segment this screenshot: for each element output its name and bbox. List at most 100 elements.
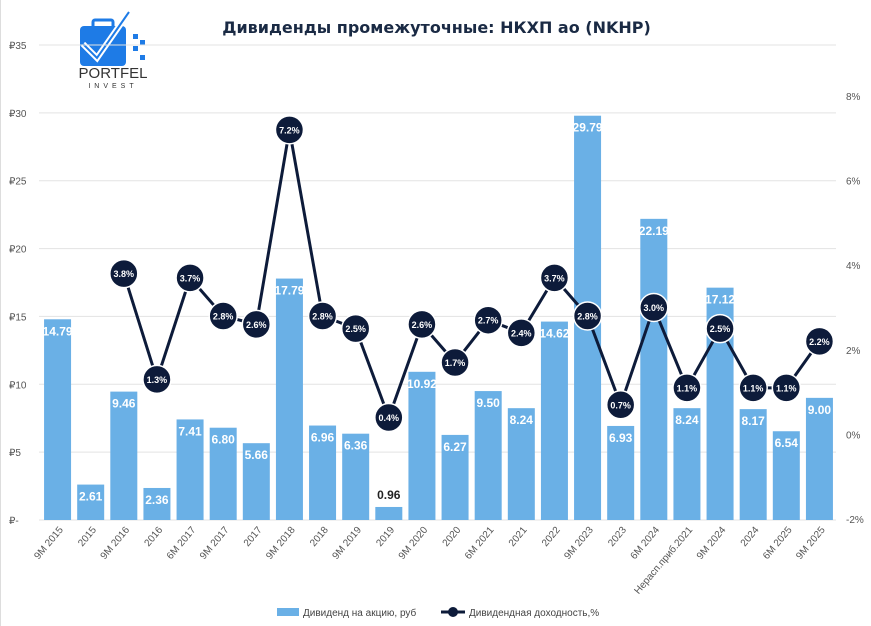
x-tick-label: 2019 bbox=[374, 525, 397, 549]
right-tick-label: 4% bbox=[846, 261, 861, 272]
bar bbox=[77, 484, 105, 520]
yield-data-label: 2.2% bbox=[809, 337, 830, 347]
yield-point bbox=[208, 301, 238, 331]
bar bbox=[209, 427, 237, 520]
yield-data-label: 2.6% bbox=[412, 320, 433, 330]
x-tick-label: 9M 2025 bbox=[794, 525, 828, 562]
right-tick-label: 8% bbox=[846, 92, 861, 103]
x-tick-label: 6M 2017 bbox=[165, 525, 199, 562]
x-tick-label: 6M 2025 bbox=[761, 525, 795, 562]
yield-data-label: 3.0% bbox=[644, 303, 665, 313]
x-tick-label: 2017 bbox=[242, 525, 265, 549]
x-tick-label: 6M 2021 bbox=[463, 525, 497, 562]
bar bbox=[143, 487, 171, 520]
bar bbox=[441, 434, 469, 520]
x-tick-label: 9M 2017 bbox=[198, 525, 232, 562]
yield-point bbox=[407, 309, 437, 340]
yield-point bbox=[440, 347, 470, 378]
right-tick-label: 6% bbox=[846, 177, 861, 188]
legend-bar-swatch bbox=[277, 608, 299, 616]
yield-line bbox=[122, 129, 821, 422]
bar-data-label: 8.24 bbox=[510, 413, 534, 427]
bar-data-label: 2.36 bbox=[145, 493, 169, 507]
yield-point bbox=[142, 364, 172, 395]
left-tick-label: ₽- bbox=[9, 516, 19, 527]
x-tick-label: 2020 bbox=[441, 525, 464, 549]
bar-data-label: 6.54 bbox=[775, 436, 799, 450]
bar bbox=[242, 443, 270, 520]
yield-data-label: 1.1% bbox=[776, 383, 797, 393]
x-tick-label: 2023 bbox=[606, 525, 629, 549]
yield-point bbox=[340, 313, 371, 344]
right-tick-label: 0% bbox=[846, 430, 861, 441]
bar bbox=[507, 408, 535, 520]
x-tick-label: 9M 2018 bbox=[264, 525, 298, 562]
x-tick-label: 2016 bbox=[143, 525, 166, 549]
yield-point bbox=[109, 258, 139, 289]
yield-data-label: 2.6% bbox=[246, 320, 267, 330]
x-tick-label: 9M 2024 bbox=[695, 525, 729, 562]
chart-title: Дивиденды промежуточные: НКХП ао (NKHP) bbox=[222, 18, 651, 37]
x-tick-label: 9M 2016 bbox=[99, 525, 133, 562]
legend-line-label: Дивидендная доходность,% bbox=[469, 608, 599, 619]
bar bbox=[772, 431, 800, 520]
yield-point bbox=[175, 263, 205, 293]
bar-data-label: 6.93 bbox=[609, 431, 633, 445]
right-tick-label: -2% bbox=[846, 515, 864, 526]
yield-point bbox=[473, 305, 503, 335]
bar-data-label: 9.46 bbox=[112, 397, 136, 411]
yield-point bbox=[241, 309, 272, 340]
yield-data-label: 2.5% bbox=[345, 324, 366, 334]
bar-data-label: 6.27 bbox=[443, 440, 467, 454]
svg-text:INVEST: INVEST bbox=[88, 83, 137, 90]
bar bbox=[275, 278, 303, 520]
x-tick-label: 6M 2024 bbox=[629, 525, 663, 562]
yield-data-label: 0.4% bbox=[379, 413, 400, 423]
bar-data-label: 29.79 bbox=[573, 121, 603, 135]
x-tick-label: 2015 bbox=[76, 525, 99, 549]
left-tick-label: ₽35 bbox=[9, 41, 27, 52]
bar-data-label: 5.66 bbox=[245, 448, 269, 462]
bar-data-label: 6.80 bbox=[212, 433, 236, 447]
yield-point bbox=[506, 318, 537, 348]
bar-data-label: 14.62 bbox=[539, 327, 569, 341]
legend-line-marker bbox=[448, 607, 458, 617]
bar-data-label: 9.00 bbox=[808, 403, 832, 417]
yield-point bbox=[605, 390, 636, 420]
x-tick-label: Нерасп.приб.2021 bbox=[632, 524, 696, 597]
bar bbox=[44, 319, 72, 520]
bar bbox=[607, 425, 635, 520]
bar-data-label: 14.79 bbox=[43, 324, 73, 338]
yield-data-label: 0.7% bbox=[610, 400, 631, 410]
yield-data-label: 3.7% bbox=[180, 273, 201, 283]
x-tick-label: 9M 2020 bbox=[397, 525, 431, 562]
yield-point bbox=[639, 292, 669, 323]
bar bbox=[805, 397, 833, 520]
bar-data-label: 8.17 bbox=[742, 414, 766, 428]
yield-point bbox=[738, 373, 768, 403]
bar-data-label: 8.24 bbox=[675, 413, 699, 427]
yield-point bbox=[539, 263, 570, 293]
bar-data-label: 7.41 bbox=[178, 424, 202, 438]
bar bbox=[739, 409, 767, 520]
bar bbox=[176, 419, 204, 520]
x-tick-label: 9M 2023 bbox=[562, 525, 596, 562]
x-tick-label: 9M 2015 bbox=[32, 525, 66, 562]
yield-data-label: 2.7% bbox=[478, 316, 499, 326]
portfel-logo: PORTFEL INVEST bbox=[63, 10, 163, 95]
yield-data-label: 1.3% bbox=[147, 375, 168, 385]
yield-point bbox=[804, 326, 835, 357]
bar bbox=[640, 218, 668, 520]
bar bbox=[342, 433, 370, 520]
yield-data-label: 1.1% bbox=[743, 383, 764, 393]
bar-data-label: 6.96 bbox=[311, 431, 335, 445]
yield-data-label: 2.8% bbox=[577, 311, 598, 321]
x-tick-label: 2022 bbox=[540, 525, 563, 549]
left-tick-label: ₽25 bbox=[9, 177, 27, 188]
yield-point bbox=[307, 301, 338, 331]
svg-text:PORTFEL: PORTFEL bbox=[79, 65, 148, 82]
yield-point bbox=[672, 373, 702, 403]
bar bbox=[540, 321, 568, 520]
